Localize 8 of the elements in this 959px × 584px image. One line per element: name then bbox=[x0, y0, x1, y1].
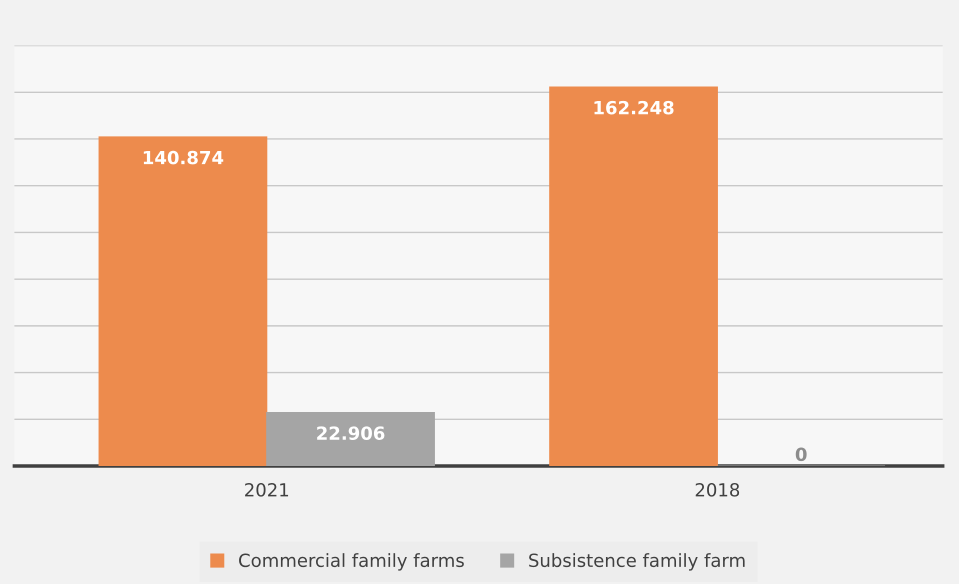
data-label: 22.906 bbox=[317, 426, 384, 440]
legend-label: Commercial family farms bbox=[239, 553, 464, 571]
x-tick-label: 2021 bbox=[245, 483, 288, 497]
x-tick-label: 2018 bbox=[696, 483, 740, 497]
data-label: 162.248 bbox=[594, 100, 674, 114]
data-label: 140.874 bbox=[144, 150, 224, 164]
data-label: 0 bbox=[796, 447, 807, 462]
legend-label: Subsistence family farm bbox=[529, 553, 745, 571]
